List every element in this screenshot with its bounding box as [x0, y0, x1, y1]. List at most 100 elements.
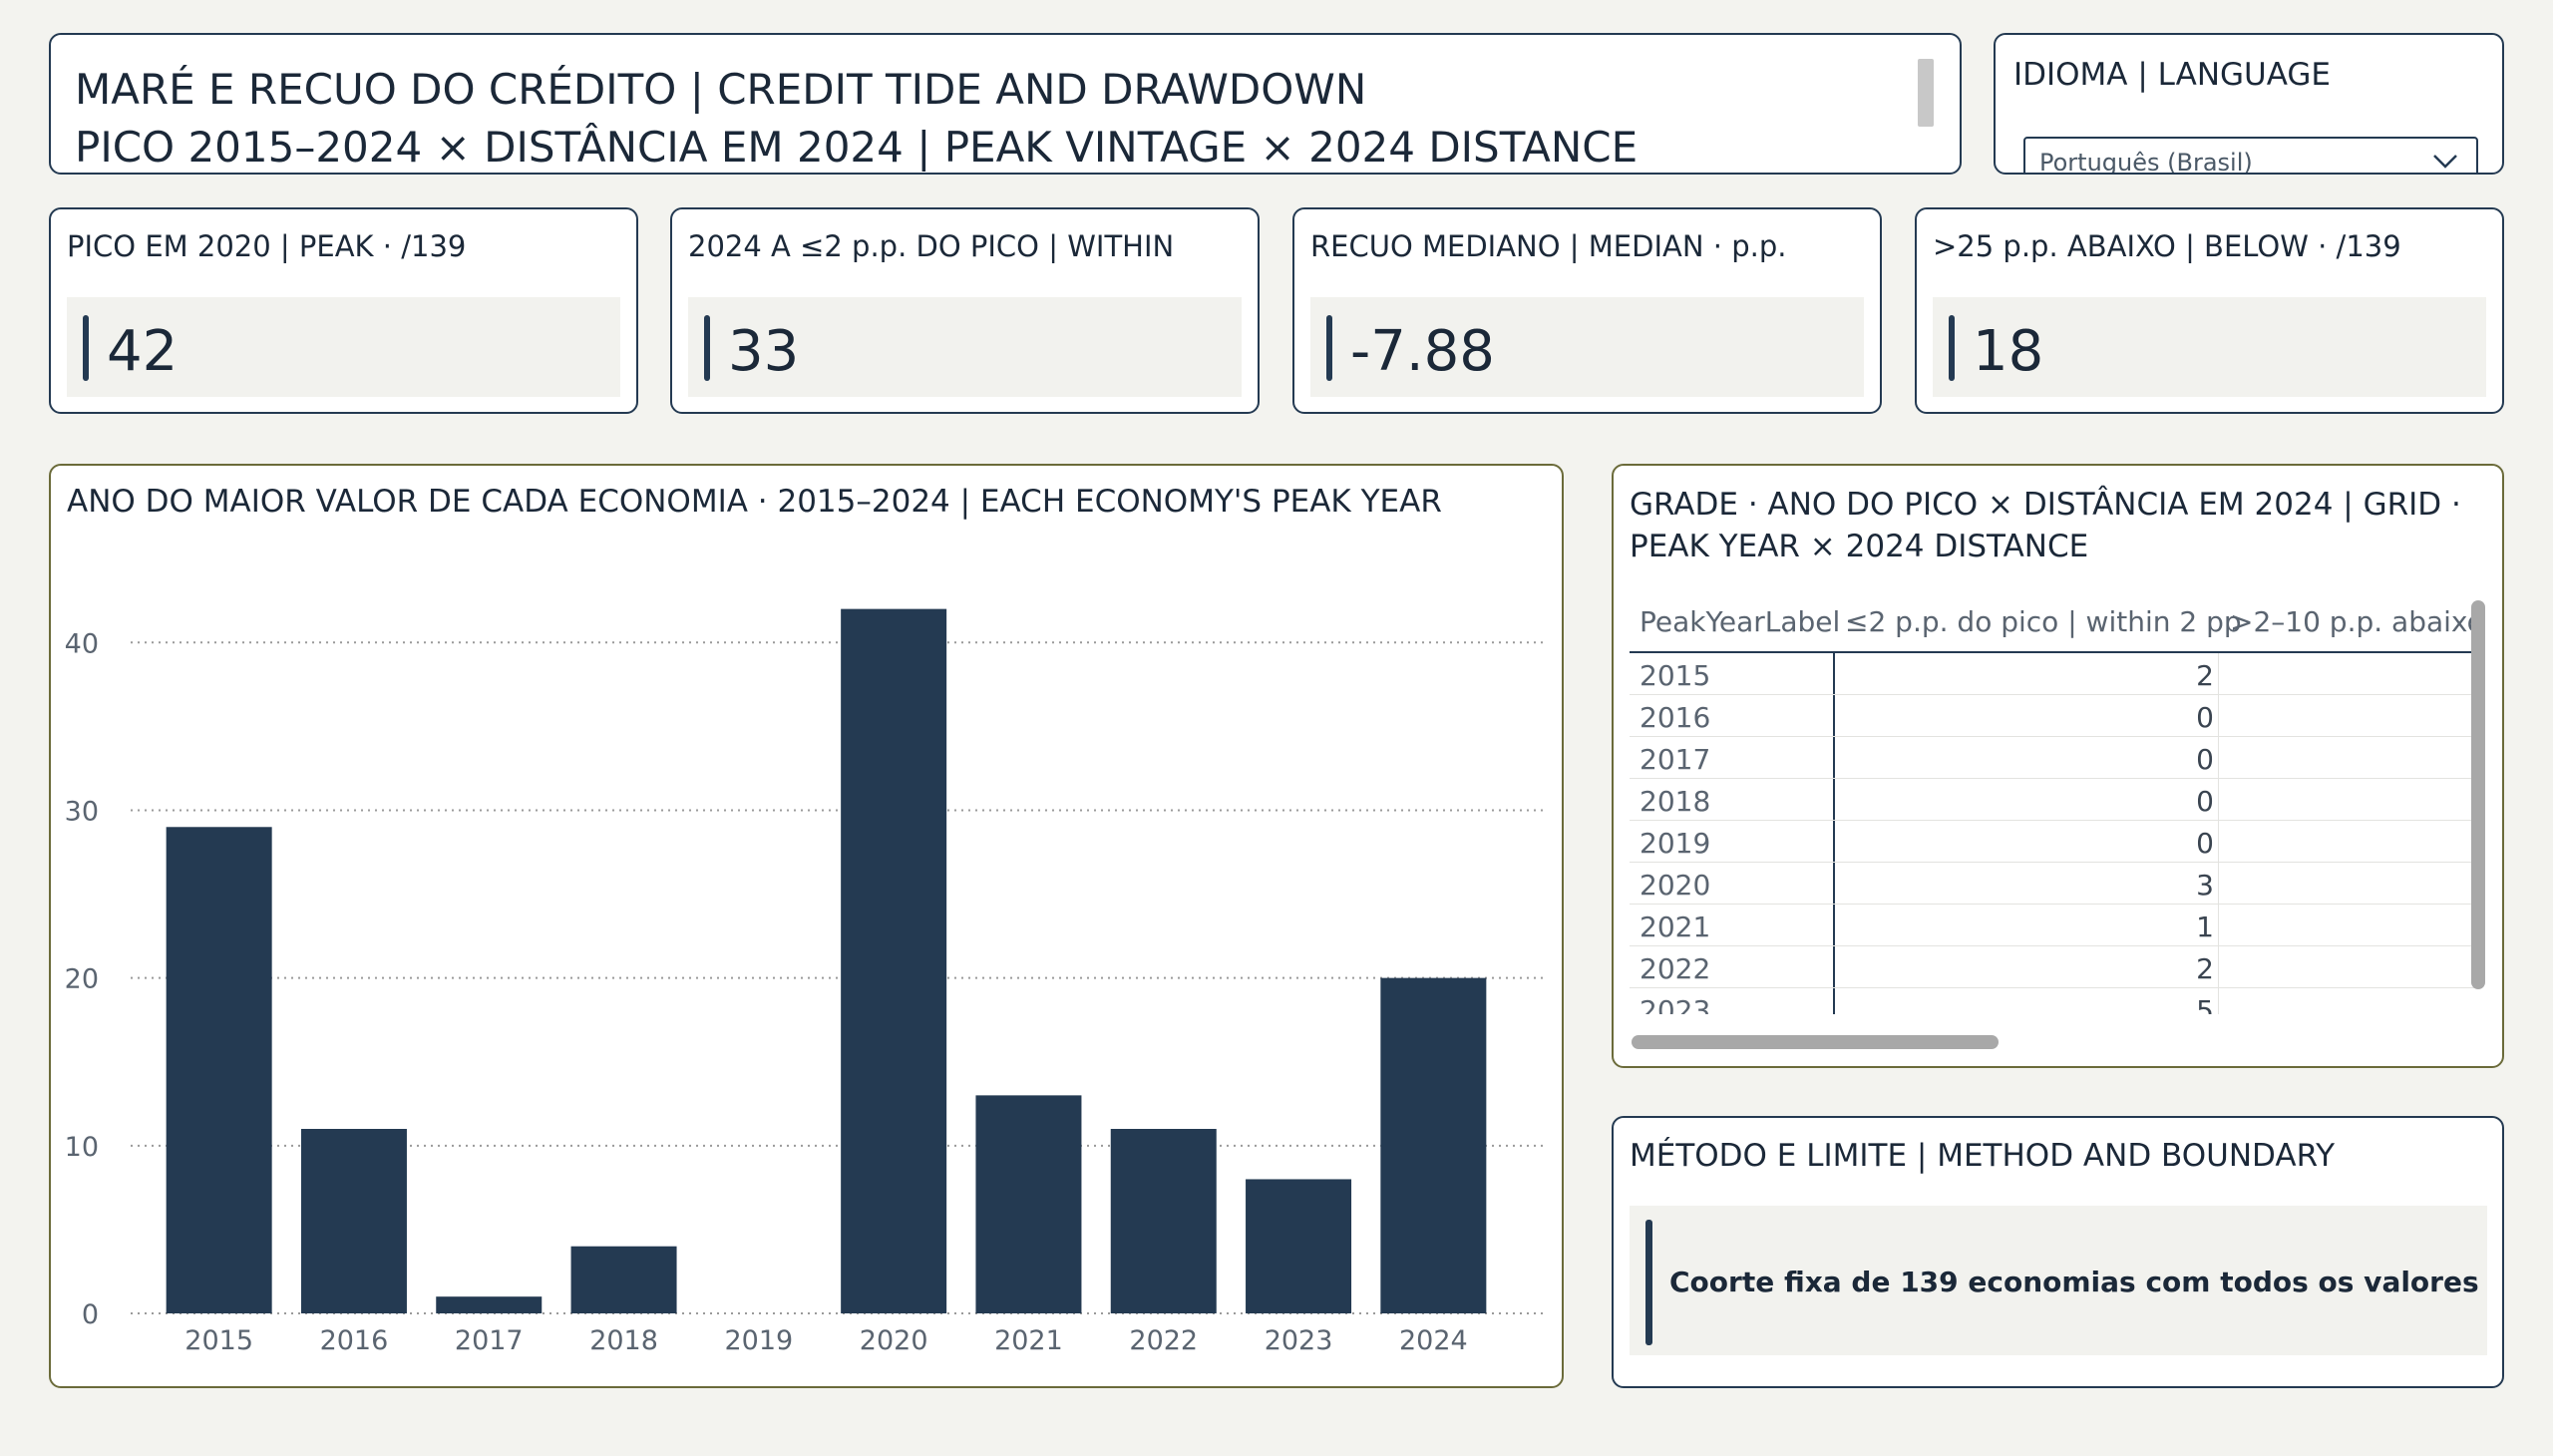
y-tick-label: 30 [65, 796, 99, 827]
table-row[interactable]: 2015 2 [1630, 653, 2475, 695]
kpi-accent-bar [704, 315, 710, 381]
y-tick-label: 40 [65, 628, 99, 659]
grid-cell-peak-year: 2023 [1640, 994, 1711, 1014]
language-dropdown[interactable]: Português (Brasil) [2023, 137, 2478, 175]
kpi-value: 33 [728, 319, 800, 384]
grid-column-divider [2218, 695, 2219, 737]
method-text: Coorte fixa de 139 economias com todos o… [1669, 1266, 2487, 1298]
grid-cell-within-2pp: 5 [2196, 994, 2214, 1014]
grid-cell-within-2pp: 3 [2196, 869, 2214, 902]
x-tick-label: 2022 [1129, 1325, 1198, 1356]
x-tick-label: 2023 [1265, 1325, 1333, 1356]
table-row[interactable]: 2023 5 [1630, 988, 2475, 1014]
peak-year-chart-card: 0 10 20 30 40 2015 2016 2017 2018 2019 2020 2021 202… [49, 464, 1564, 1388]
bar-2018[interactable] [570, 1246, 677, 1313]
kpi-value: 18 [1973, 319, 2044, 384]
grid-cell-peak-year: 2018 [1640, 785, 1711, 818]
y-tick-label: 0 [82, 1299, 99, 1330]
kpi-accent-bar [1949, 315, 1955, 381]
grid-cell-peak-year: 2021 [1640, 910, 1711, 943]
grid-column-divider [2218, 821, 2219, 863]
kpi-value-box: -7.88 [1310, 297, 1864, 397]
x-tick-label: 2021 [994, 1325, 1063, 1356]
kpi-value: 42 [107, 319, 179, 384]
grid-vertical-scrollbar[interactable] [2471, 600, 2485, 989]
grid-cell-within-2pp: 2 [2196, 952, 2214, 985]
grid-table[interactable]: PeakYearLabel ≤2 p.p. do pico | within 2… [1630, 595, 2475, 1014]
kpi-value-box: 33 [688, 297, 1242, 397]
x-tick-label: 2015 [184, 1325, 253, 1356]
x-tick-label: 2018 [589, 1325, 658, 1356]
method-title: MÉTODO E LIMITE | METHOD AND BOUNDARY [1630, 1138, 2336, 1174]
method-text-box: Coorte fixa de 139 economias com todos o… [1630, 1206, 2487, 1355]
bar-2017[interactable] [436, 1296, 543, 1313]
table-row[interactable]: 2016 0 [1630, 695, 2475, 737]
grid-cell-peak-year: 2019 [1640, 827, 1711, 860]
y-tick-label: 10 [65, 1132, 99, 1163]
grid-column-divider [2218, 946, 2219, 988]
x-tick-label: 2016 [320, 1325, 389, 1356]
method-card: MÉTODO E LIMITE | METHOD AND BOUNDARY Co… [1612, 1116, 2504, 1388]
kpi-label: RECUO MEDIANO | MEDIAN · p.p. [1310, 229, 1787, 263]
table-row[interactable]: 2019 0 [1630, 821, 2475, 863]
kpi-value-box: 42 [67, 297, 620, 397]
grid-column-divider [2218, 653, 2219, 695]
peak-year-bar-chart: 0 10 20 30 40 2015 2016 2017 2018 2019 2020 2021 202… [65, 608, 1547, 1356]
kpi-card-peak-2020: PICO EM 2020 | PEAK · /139 42 [49, 207, 638, 414]
kpi-value: -7.88 [1350, 319, 1495, 384]
grid-header-peak-year[interactable]: PeakYearLabel [1640, 605, 1841, 638]
bar-2023[interactable] [1246, 1179, 1352, 1313]
x-tick-label: 2019 [724, 1325, 793, 1356]
title-card: MARÉ E RECUO DO CRÉDITO | CREDIT TIDE AN… [49, 33, 1962, 175]
table-row[interactable]: 2017 0 [1630, 737, 2475, 779]
grid-column-divider [2218, 905, 2219, 946]
x-tick-label: 2017 [455, 1325, 524, 1356]
bar-2021[interactable] [975, 1095, 1082, 1313]
table-row[interactable]: 2022 2 [1630, 946, 2475, 988]
language-card: IDIOMA | LANGUAGE Português (Brasil) [1994, 33, 2504, 175]
kpi-label: PICO EM 2020 | PEAK · /139 [67, 229, 467, 263]
kpi-accent-bar [83, 315, 89, 381]
grid-cell-peak-year: 2017 [1640, 743, 1711, 776]
y-tick-label: 20 [65, 964, 99, 995]
bar-2022[interactable] [1110, 1129, 1217, 1313]
grid-column-divider [2218, 737, 2219, 779]
kpi-value-box: 18 [1933, 297, 2486, 397]
kpi-label: 2024 A ≤2 p.p. DO PICO | WITHIN [688, 229, 1175, 263]
grid-cell-within-2pp: 0 [2196, 701, 2214, 734]
grid-cell-peak-year: 2022 [1640, 952, 1711, 985]
language-selected-value: Português (Brasil) [2039, 149, 2253, 175]
bar-2016[interactable] [300, 1129, 407, 1313]
chart-title: ANO DO MAIOR VALOR DE CADA ECONOMIA · 20… [67, 484, 1442, 520]
bar-2015[interactable] [166, 827, 272, 1313]
table-row[interactable]: 2018 0 [1630, 779, 2475, 821]
grid-column-divider [2218, 863, 2219, 905]
kpi-card-below-25pp: >25 p.p. ABAIXO | BELOW · /139 18 [1915, 207, 2504, 414]
bar-2020[interactable] [841, 608, 947, 1313]
bar-2024[interactable] [1380, 977, 1487, 1313]
grid-cell-within-2pp: 2 [2196, 659, 2214, 692]
grid-header-divider [1630, 651, 2475, 653]
grid-title: GRADE · ANO DO PICO × DISTÂNCIA EM 2024 … [1630, 487, 2461, 564]
grid-cell-within-2pp: 1 [2196, 910, 2214, 943]
grid-header-within-2pp[interactable]: ≤2 p.p. do pico | within 2 pp [1845, 605, 2242, 638]
grid-card: GRADE · ANO DO PICO × DISTÂNCIA EM 2024 … [1612, 464, 2504, 1068]
title-scrollbar[interactable] [1918, 59, 1934, 127]
grid-column-divider [2218, 988, 2219, 1014]
table-row[interactable]: 2021 1 [1630, 905, 2475, 946]
grid-header-2-10pp-below[interactable]: >2–10 p.p. abaixo [2230, 605, 2475, 638]
kpi-card-within-2pp: 2024 A ≤2 p.p. DO PICO | WITHIN 33 [670, 207, 1260, 414]
kpi-card-median-drawdown: RECUO MEDIANO | MEDIAN · p.p. -7.88 [1292, 207, 1882, 414]
page-subtitle: PICO 2015–2024 × DISTÂNCIA EM 2024 | PEA… [75, 123, 1639, 172]
method-accent-bar [1645, 1220, 1652, 1345]
grid-cell-within-2pp: 0 [2196, 785, 2214, 818]
kpi-accent-bar [1326, 315, 1332, 381]
chevron-down-icon [2433, 155, 2457, 169]
table-row[interactable]: 2020 3 [1630, 863, 2475, 905]
x-tick-label: 2024 [1399, 1325, 1468, 1356]
grid-cell-peak-year: 2015 [1640, 659, 1711, 692]
grid-cell-within-2pp: 0 [2196, 743, 2214, 776]
grid-horizontal-scrollbar[interactable] [1632, 1035, 1999, 1049]
grid-row-header-divider [1833, 653, 1835, 1014]
grid-cell-peak-year: 2016 [1640, 701, 1711, 734]
